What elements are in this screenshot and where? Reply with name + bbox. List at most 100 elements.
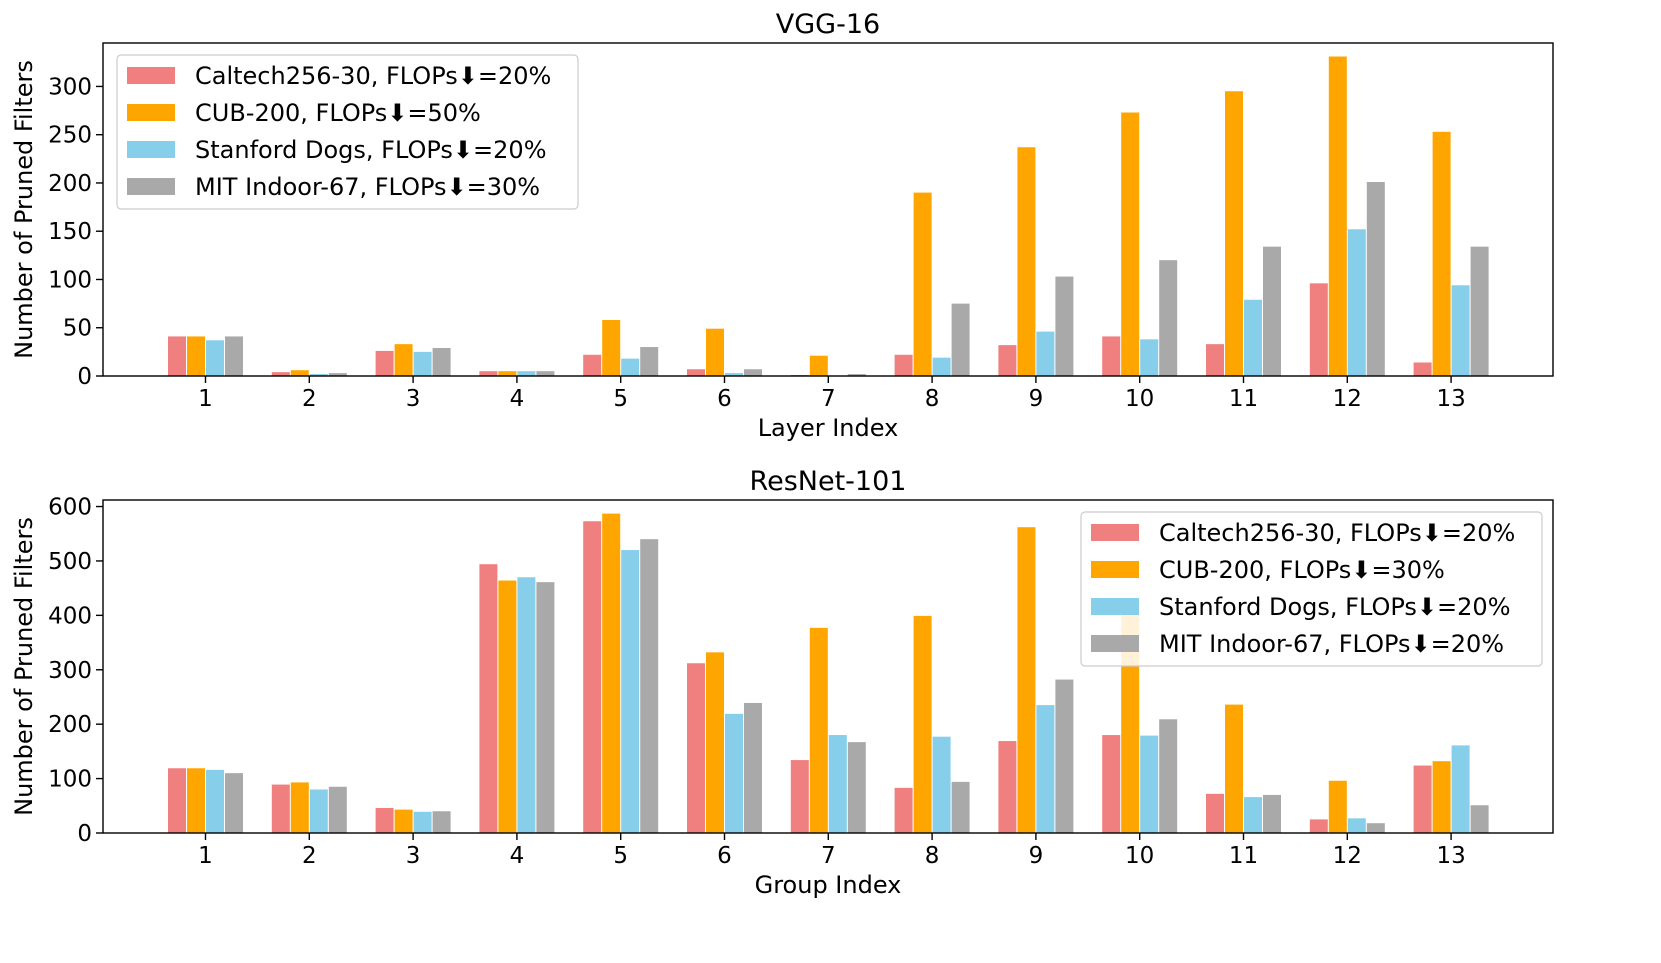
bar-3-13 bbox=[1451, 745, 1470, 833]
bar-4-2 bbox=[328, 373, 347, 376]
bar-3-12 bbox=[1347, 818, 1366, 833]
y-tick-label: 100 bbox=[48, 267, 92, 293]
x-tick-label: 11 bbox=[1229, 843, 1258, 869]
series-3 bbox=[206, 229, 1470, 376]
bar-4-6 bbox=[744, 369, 762, 376]
x-tick-label: 12 bbox=[1333, 386, 1362, 412]
x-tick-label: 6 bbox=[717, 386, 732, 412]
bar-4-4 bbox=[536, 371, 555, 376]
bar-2-12 bbox=[1328, 780, 1347, 833]
legend-swatch-2 bbox=[1091, 561, 1139, 578]
bar-3-10 bbox=[1140, 735, 1159, 833]
bar-2-3 bbox=[394, 344, 413, 376]
series-2 bbox=[187, 56, 1451, 376]
bar-3-2 bbox=[309, 374, 328, 376]
bar-2-11 bbox=[1225, 91, 1243, 376]
legend-swatch-1 bbox=[1091, 524, 1139, 541]
bar-1-8 bbox=[894, 354, 913, 376]
bar-3-11 bbox=[1244, 299, 1262, 376]
legend-label-1: Caltech256-30, FLOPs⬇=20% bbox=[1159, 519, 1515, 547]
series-3 bbox=[206, 550, 1470, 833]
bar-1-10 bbox=[1102, 735, 1121, 833]
x-tick-label: 3 bbox=[406, 843, 421, 869]
y-tick-label: 0 bbox=[77, 364, 92, 390]
y-tick-label: 400 bbox=[48, 603, 92, 629]
legend-swatch-3 bbox=[127, 141, 175, 158]
bar-4-11 bbox=[1263, 246, 1281, 376]
bar-1-2 bbox=[271, 784, 290, 833]
bar-2-6 bbox=[706, 328, 724, 376]
bar-4-8 bbox=[951, 781, 970, 833]
x-tick-label: 8 bbox=[925, 843, 940, 869]
bar-3-4 bbox=[517, 577, 536, 833]
bar-4-10 bbox=[1159, 260, 1178, 376]
bar-1-1 bbox=[168, 336, 186, 376]
y-tick-label: 500 bbox=[48, 549, 92, 575]
y-tick-label: 100 bbox=[48, 767, 92, 793]
bar-3-2 bbox=[309, 789, 328, 833]
bar-4-5 bbox=[640, 347, 659, 376]
bar-2-7 bbox=[809, 355, 828, 376]
bar-1-4 bbox=[479, 564, 498, 833]
bar-2-5 bbox=[602, 320, 621, 376]
bar-4-13 bbox=[1470, 805, 1489, 833]
series-1 bbox=[168, 521, 1432, 833]
x-tick-label: 13 bbox=[1436, 843, 1465, 869]
bar-4-9 bbox=[1055, 276, 1074, 376]
legend-swatch-4 bbox=[127, 178, 175, 195]
bar-4-13 bbox=[1470, 246, 1489, 376]
bar-2-9 bbox=[1017, 147, 1036, 376]
y-tick-label: 600 bbox=[48, 495, 92, 521]
x-tick-label: 7 bbox=[821, 843, 836, 869]
x-tick-label: 5 bbox=[613, 843, 628, 869]
series-4 bbox=[225, 181, 1489, 376]
chart-title: VGG-16 bbox=[776, 9, 880, 40]
bar-1-12 bbox=[1309, 819, 1328, 833]
y-tick-label: 300 bbox=[48, 658, 92, 684]
bar-1-4 bbox=[479, 371, 498, 376]
bar-4-12 bbox=[1366, 181, 1385, 376]
legend-label-3: Stanford Dogs, FLOPs⬇=20% bbox=[1159, 593, 1511, 621]
bar-2-1 bbox=[187, 336, 205, 376]
legend-box bbox=[116, 54, 579, 210]
bar-3-1 bbox=[206, 769, 224, 833]
x-tick-label: 4 bbox=[510, 386, 525, 412]
bar-2-10 bbox=[1121, 112, 1140, 376]
y-tick-label: 250 bbox=[48, 123, 92, 149]
x-tick-label: 7 bbox=[821, 386, 836, 412]
bar-2-11 bbox=[1225, 704, 1243, 833]
bar-3-13 bbox=[1451, 285, 1470, 376]
bar-4-6 bbox=[744, 702, 762, 833]
x-tick-label: 12 bbox=[1333, 843, 1362, 869]
bar-1-9 bbox=[998, 741, 1017, 833]
bar-2-3 bbox=[394, 809, 413, 833]
bar-3-7 bbox=[828, 735, 847, 833]
legend-label-2: CUB-200, FLOPs⬇=30% bbox=[1159, 556, 1445, 584]
bar-2-4 bbox=[498, 580, 517, 833]
bar-3-5 bbox=[621, 550, 640, 833]
bar-3-5 bbox=[621, 358, 640, 376]
bar-4-8 bbox=[951, 303, 970, 376]
bar-2-2 bbox=[290, 370, 309, 376]
chart-title: ResNet-101 bbox=[750, 466, 907, 497]
x-tick-label: 2 bbox=[302, 843, 317, 869]
series-2 bbox=[187, 513, 1451, 833]
bar-3-1 bbox=[206, 340, 224, 376]
x-axis-label: Layer Index bbox=[758, 414, 899, 442]
y-tick-label: 50 bbox=[63, 316, 92, 342]
legend-label-4: MIT Indoor-67, FLOPs⬇=20% bbox=[1159, 630, 1504, 658]
bar-1-8 bbox=[894, 787, 913, 833]
bar-4-10 bbox=[1159, 719, 1178, 833]
bar-3-11 bbox=[1244, 797, 1262, 833]
bar-4-11 bbox=[1263, 794, 1281, 833]
bar-4-3 bbox=[432, 348, 451, 376]
series-4 bbox=[225, 539, 1489, 833]
bar-3-9 bbox=[1036, 705, 1055, 833]
bar-3-6 bbox=[725, 713, 743, 833]
bar-3-6 bbox=[725, 373, 743, 376]
bar-1-13 bbox=[1413, 765, 1432, 833]
